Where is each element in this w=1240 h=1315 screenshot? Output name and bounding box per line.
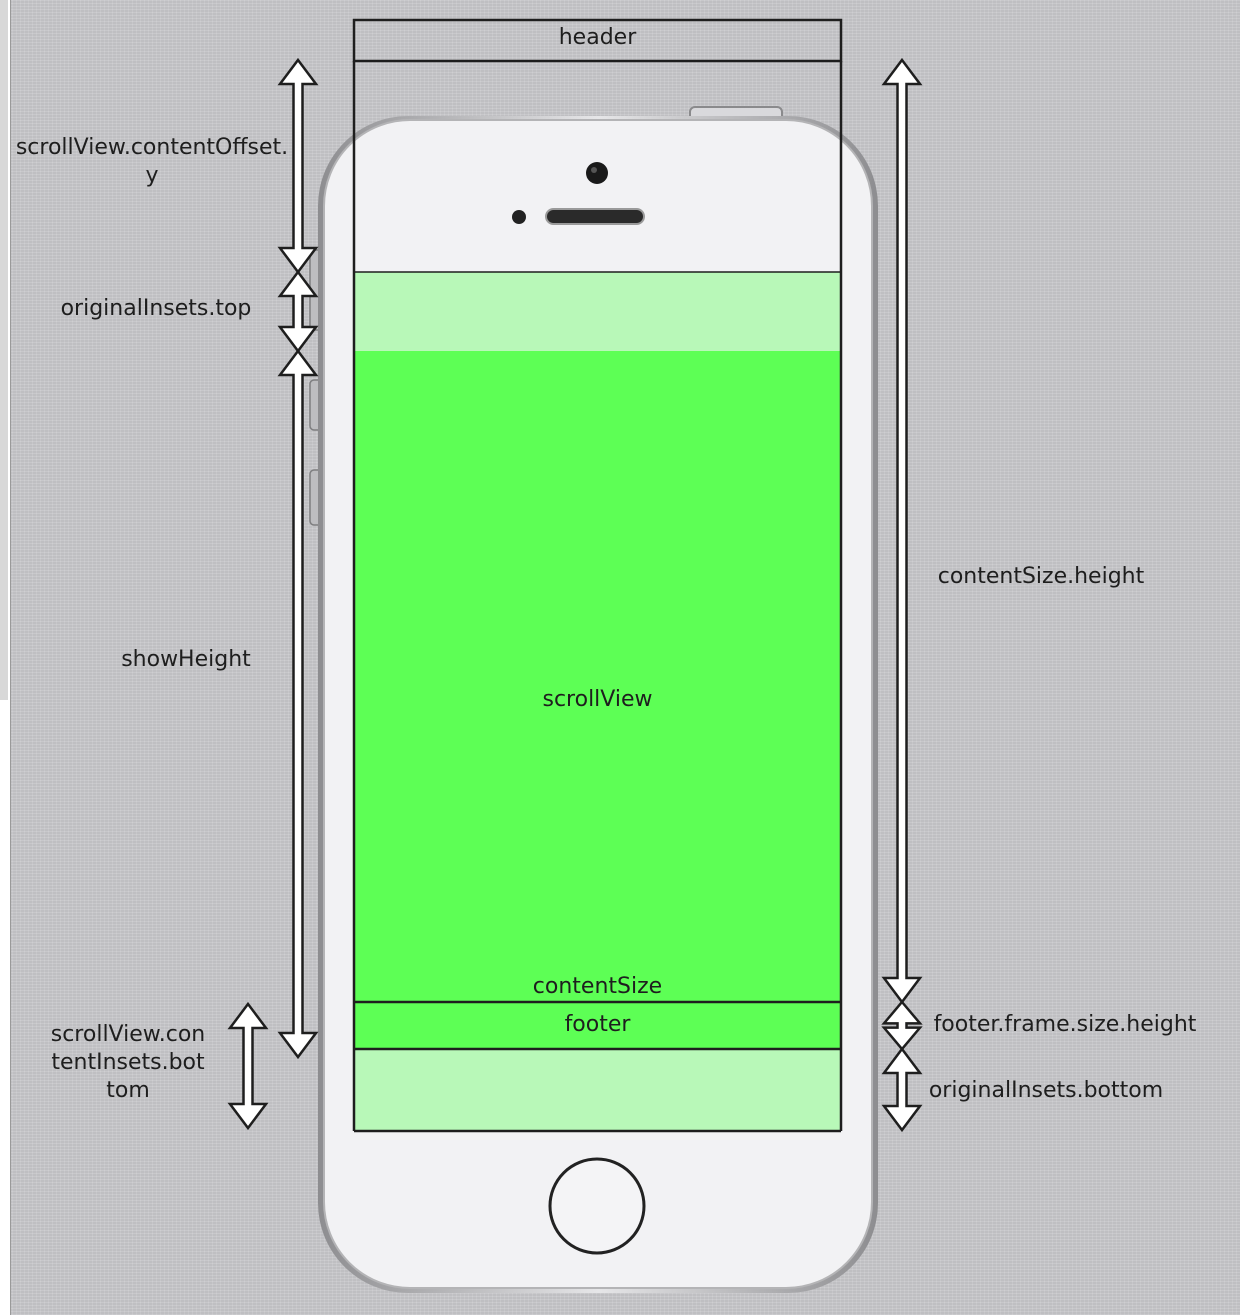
original-insets-bottom-region	[354, 1049, 841, 1131]
arrow-content-insets-bottom	[227, 1001, 269, 1131]
original-insets-top-label: originalInsets.top	[60, 296, 252, 321]
arrow-shape	[277, 348, 319, 1060]
content-offset-y-label: scrollView.contentOffset.y	[15, 135, 289, 188]
content-size-height-label: contentSize.height	[937, 564, 1145, 589]
arrow-shape	[227, 1001, 269, 1131]
home-button-icon[interactable]	[548, 1157, 646, 1255]
original-insets-bottom-label: originalInsets.bottom	[928, 1078, 1164, 1103]
camera-lens-highlight	[591, 167, 597, 173]
content-insets-bottom-label: scrollView.contentInsets.bottom	[50, 1022, 206, 1103]
scrollview-region	[354, 351, 841, 1002]
header-box	[352, 18, 843, 63]
window-edge	[0, 0, 11, 1315]
show-height-label: showHeight	[121, 647, 251, 672]
header-label: header	[558, 25, 637, 50]
sensor-dot	[512, 210, 526, 224]
content-size-label: contentSize	[532, 974, 663, 999]
camera-icon	[586, 162, 608, 184]
footer-region	[354, 1002, 841, 1049]
original-insets-top-region	[354, 272, 841, 351]
arrow-shape	[881, 1000, 923, 1051]
footer-label: footer	[564, 1012, 631, 1037]
footer-height-label: footer.frame.size.height	[933, 1012, 1197, 1037]
arrow-footer-height	[881, 1000, 923, 1051]
speaker-grille	[545, 208, 645, 225]
arrow-shape	[881, 57, 923, 1005]
arrow-show-height	[277, 348, 319, 1060]
window-edge-shade	[0, 0, 8, 700]
scrollview-label: scrollView	[542, 687, 653, 712]
arrow-content-size-height	[881, 57, 923, 1005]
arrow-original-insets-bottom	[881, 1046, 923, 1133]
arrow-shape	[881, 1046, 923, 1133]
